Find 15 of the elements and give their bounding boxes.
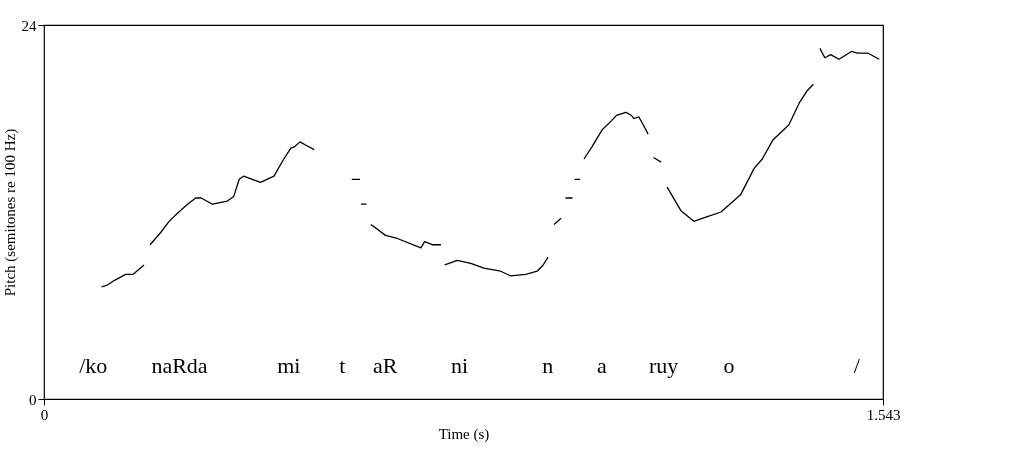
x-tick-label: 1.543 [866,406,901,423]
annotation: n [542,353,554,379]
annotation: ni [450,353,469,379]
annotation: ruy [648,353,679,379]
annotation: o [723,353,735,379]
y-axis-title: Pitch (semitones re 100 Hz) [1,128,19,297]
annotation: /ko [79,353,108,379]
annotation: a [596,353,607,379]
annotation: naRda [151,353,208,379]
annotation: t [339,353,346,379]
x-axis-title: Time (s) [438,425,490,443]
annotation: / [853,353,861,379]
annotation: aR [372,353,398,379]
annotation: mi [277,353,301,379]
y-tick-label: 24 [21,17,37,34]
